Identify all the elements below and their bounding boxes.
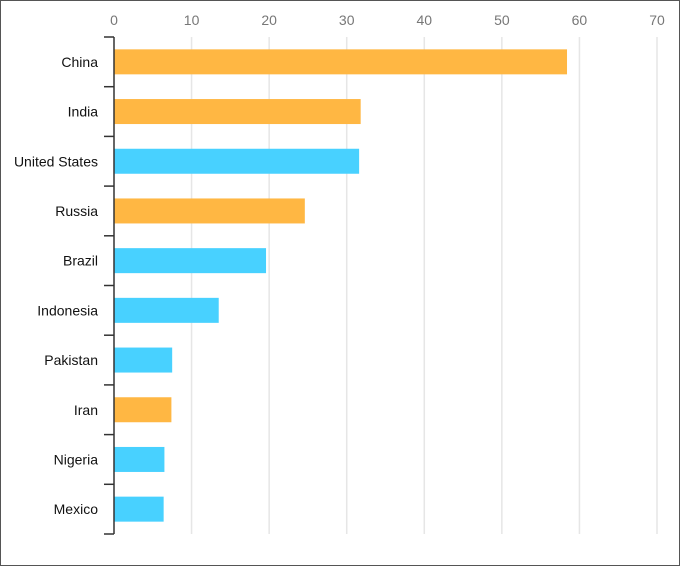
x-tick-label: 10	[184, 12, 200, 28]
bar-united-states	[114, 148, 360, 174]
bar-india	[114, 99, 361, 125]
y-tick-label: Nigeria	[54, 451, 99, 467]
y-tick-label: Brazil	[63, 253, 98, 269]
y-tick-label: Russia	[55, 203, 98, 219]
bar-nigeria	[114, 446, 165, 472]
y-tick-label: India	[68, 104, 99, 120]
y-tick-label: Iran	[74, 402, 98, 418]
y-tick-label: United States	[14, 153, 98, 169]
y-tick-label: China	[61, 54, 98, 70]
x-tick-label: 30	[339, 12, 355, 28]
x-tick-label: 50	[494, 12, 510, 28]
bar-iran	[114, 397, 172, 423]
bar-indonesia	[114, 297, 219, 323]
bar-russia	[114, 198, 305, 224]
y-tick-label: Pakistan	[44, 352, 98, 368]
x-tick-label: 20	[261, 12, 277, 28]
x-tick-label: 40	[416, 12, 432, 28]
y-tick-label: Indonesia	[37, 302, 98, 318]
bar-mexico	[114, 496, 164, 522]
bar-brazil	[114, 248, 267, 274]
x-tick-label: 60	[572, 12, 588, 28]
x-tick-label: 70	[649, 12, 665, 28]
bar-china	[114, 49, 568, 75]
y-tick-label: Mexico	[54, 501, 99, 517]
bar-pakistan	[114, 347, 173, 373]
x-tick-label: 0	[110, 12, 118, 28]
